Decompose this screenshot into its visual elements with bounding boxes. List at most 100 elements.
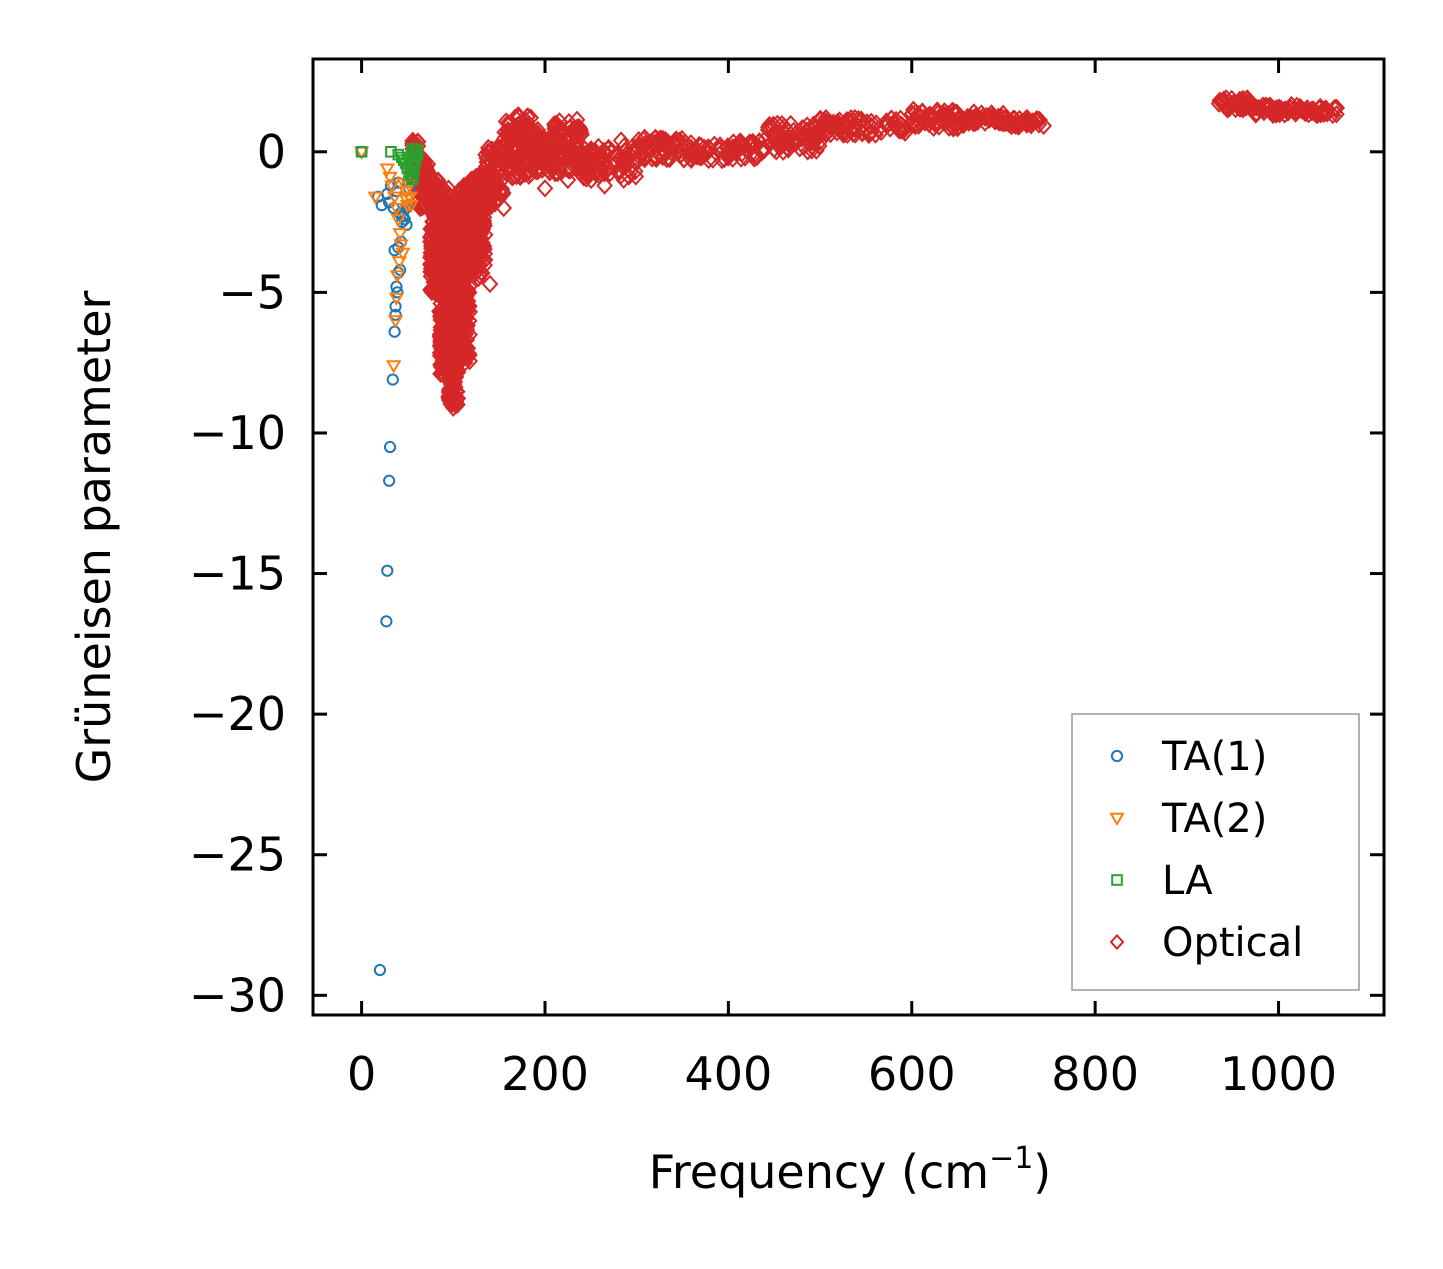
point-optical bbox=[458, 317, 476, 336]
point-ta-2 bbox=[403, 200, 419, 214]
point-optical bbox=[700, 150, 718, 170]
point-la bbox=[385, 145, 397, 158]
point-optical bbox=[596, 176, 613, 195]
point-optical bbox=[764, 118, 782, 137]
point-optical bbox=[599, 140, 617, 159]
point-optical bbox=[523, 123, 541, 142]
point-optical bbox=[720, 146, 737, 165]
point-ta-2 bbox=[390, 214, 407, 228]
y-tick-label: 0 bbox=[257, 125, 286, 179]
point-optical bbox=[995, 114, 1013, 133]
point-ta-2 bbox=[387, 315, 404, 329]
point-optical bbox=[615, 149, 633, 168]
point-optical bbox=[785, 121, 802, 141]
point-optical bbox=[960, 113, 978, 132]
point-optical bbox=[630, 135, 648, 154]
point-optical bbox=[466, 260, 483, 280]
point-ta-2 bbox=[402, 191, 418, 205]
point-optical bbox=[742, 145, 760, 164]
point-optical bbox=[469, 210, 487, 230]
x-axis-title-superscript: −1 bbox=[989, 1141, 1033, 1176]
point-optical bbox=[475, 251, 492, 270]
point-optical bbox=[655, 132, 672, 151]
point-optical bbox=[676, 133, 694, 152]
point-ta-1 bbox=[375, 199, 388, 212]
point-optical bbox=[733, 144, 751, 163]
point-ta-2 bbox=[367, 191, 384, 205]
point-ta-2 bbox=[382, 171, 398, 186]
point-optical bbox=[1029, 110, 1046, 129]
x-tick-label: 1000 bbox=[1220, 1047, 1337, 1101]
point-optical bbox=[514, 153, 532, 172]
point-optical bbox=[524, 120, 541, 140]
point-optical bbox=[441, 209, 459, 228]
point-optical bbox=[452, 245, 470, 265]
point-ta-1 bbox=[391, 286, 404, 299]
legend-marker-ta-1 bbox=[1110, 749, 1124, 763]
point-optical bbox=[453, 275, 470, 294]
point-optical bbox=[536, 179, 554, 198]
point-optical bbox=[1024, 112, 1041, 131]
legend-marker-la bbox=[1111, 874, 1123, 886]
point-optical bbox=[462, 264, 480, 283]
point-ta-1 bbox=[380, 615, 393, 628]
point-optical bbox=[603, 141, 621, 161]
point-optical bbox=[495, 198, 513, 218]
point-optical bbox=[648, 149, 666, 168]
point-optical bbox=[770, 136, 787, 156]
x-tick-label: 200 bbox=[501, 1047, 589, 1101]
x-axis-title-main: Frequency (cm bbox=[649, 1145, 989, 1199]
point-optical bbox=[772, 129, 790, 149]
y-tick-label: −10 bbox=[189, 406, 286, 460]
point-ta-2 bbox=[391, 256, 407, 270]
point-optical bbox=[560, 146, 577, 165]
x-axis-title-tail: ) bbox=[1033, 1145, 1051, 1199]
point-optical bbox=[1213, 92, 1231, 112]
point-optical bbox=[524, 142, 542, 162]
point-optical bbox=[729, 139, 747, 158]
point-optical bbox=[754, 139, 772, 158]
point-optical bbox=[815, 116, 833, 135]
y-tick-label: −5 bbox=[218, 265, 286, 319]
legend: TA(1) TA(2) LA Optical bbox=[1071, 713, 1360, 991]
point-optical bbox=[1255, 102, 1273, 121]
point-optical bbox=[424, 170, 442, 190]
legend-label-la: LA bbox=[1162, 858, 1213, 904]
point-optical bbox=[578, 144, 595, 163]
point-optical bbox=[495, 150, 513, 169]
point-optical bbox=[1233, 91, 1250, 110]
point-optical bbox=[450, 346, 467, 365]
point-optical bbox=[1210, 94, 1228, 113]
point-optical bbox=[475, 236, 493, 256]
point-optical bbox=[452, 294, 469, 314]
point-la bbox=[408, 165, 420, 178]
legend-label-optical: Optical bbox=[1162, 920, 1303, 966]
point-optical bbox=[481, 274, 499, 294]
point-optical bbox=[577, 150, 594, 170]
point-optical bbox=[1263, 100, 1281, 120]
point-ta-2 bbox=[384, 180, 400, 194]
legend-label-ta-1: TA(1) bbox=[1161, 734, 1267, 780]
point-optical bbox=[731, 132, 749, 151]
point-optical bbox=[440, 387, 458, 406]
point-optical bbox=[417, 187, 435, 206]
y-tick-label: −25 bbox=[189, 828, 286, 882]
point-optical bbox=[497, 145, 515, 164]
y-tick-label: −30 bbox=[189, 968, 286, 1022]
point-optical bbox=[456, 291, 474, 311]
x-tick-label: 400 bbox=[684, 1047, 772, 1101]
point-ta-2 bbox=[388, 202, 405, 216]
point-optical bbox=[469, 225, 487, 244]
point-optical bbox=[810, 136, 828, 156]
x-axis-title: Frequency (cm−1) bbox=[649, 1141, 1052, 1199]
point-ta-1 bbox=[383, 474, 396, 487]
point-ta-2 bbox=[386, 191, 403, 205]
x-tick-label: 0 bbox=[347, 1047, 376, 1101]
y-tick-label: −20 bbox=[189, 687, 286, 741]
y-axis-title: Grüneisen parameter bbox=[67, 290, 121, 783]
point-ta-1 bbox=[373, 963, 387, 977]
point-optical bbox=[568, 110, 586, 129]
point-optical bbox=[1328, 98, 1346, 118]
point-optical bbox=[757, 129, 774, 149]
